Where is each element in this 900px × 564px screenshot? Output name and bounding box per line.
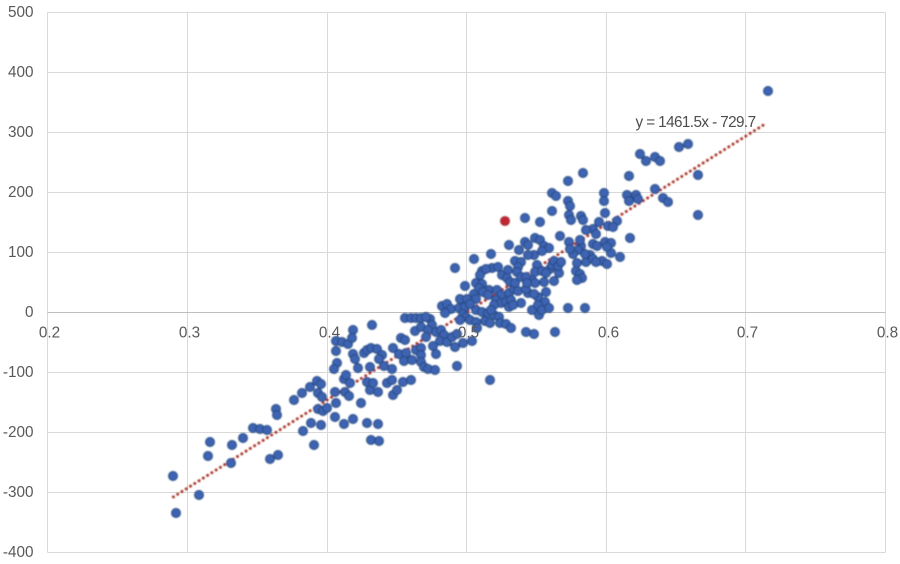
svg-text:-100: -100 [3, 364, 34, 381]
svg-text:0.2: 0.2 [39, 325, 60, 342]
svg-text:0.4: 0.4 [319, 325, 341, 342]
svg-text:0.5: 0.5 [458, 325, 479, 342]
svg-text:100: 100 [8, 244, 34, 261]
svg-text:-400: -400 [3, 544, 34, 561]
svg-text:200: 200 [8, 184, 34, 201]
svg-text:-300: -300 [3, 484, 34, 501]
svg-text:0.7: 0.7 [737, 325, 758, 342]
svg-text:0.3: 0.3 [179, 325, 200, 342]
svg-text:0: 0 [25, 304, 34, 321]
svg-text:500: 500 [8, 4, 34, 21]
svg-text:y = 1461.5x - 729.7: y = 1461.5x - 729.7 [636, 114, 756, 131]
svg-text:0.8: 0.8 [877, 325, 898, 342]
svg-text:0.6: 0.6 [598, 325, 619, 342]
svg-text:-200: -200 [3, 424, 34, 441]
svg-text:400: 400 [8, 64, 34, 81]
svg-text:300: 300 [8, 124, 34, 141]
